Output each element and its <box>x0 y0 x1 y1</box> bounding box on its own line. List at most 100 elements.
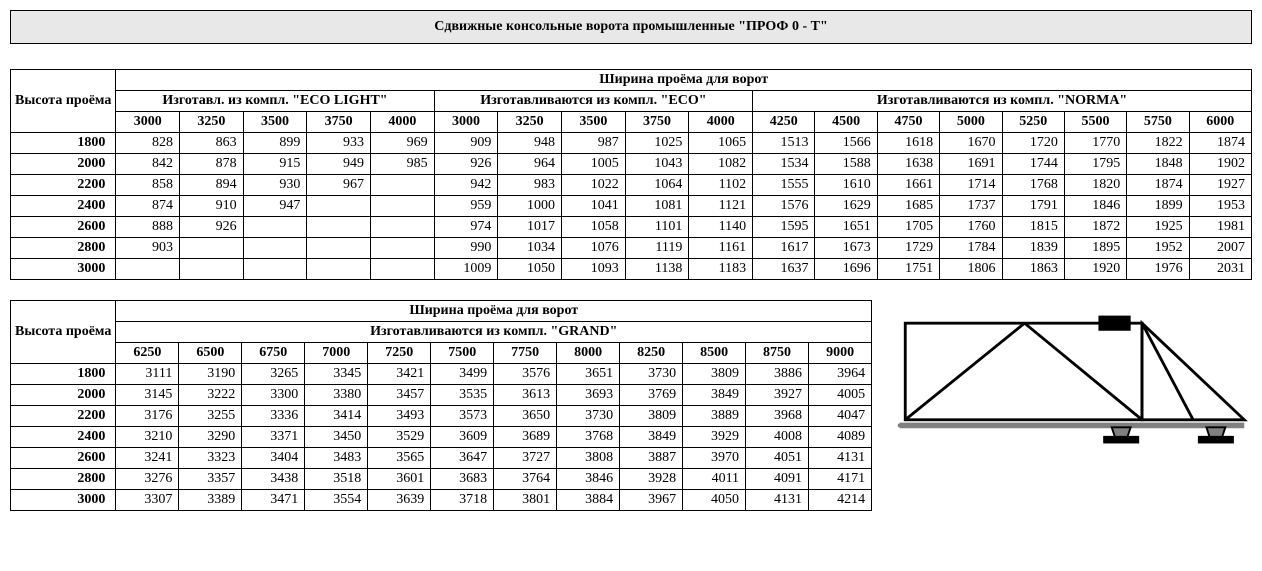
price-cell: 3683 <box>431 469 494 490</box>
price-cell: 1874 <box>1127 175 1189 196</box>
price-cell: 1121 <box>689 196 753 217</box>
widths-row: 6250650067507000725075007750800082508500… <box>11 343 872 364</box>
price-cell: 1953 <box>1189 196 1251 217</box>
price-cell: 1101 <box>625 217 689 238</box>
price-cell: 3529 <box>368 427 431 448</box>
price-cell: 3414 <box>305 406 368 427</box>
price-cell: 1617 <box>753 238 815 259</box>
price-cell: 1065 <box>689 133 753 154</box>
price-cell: 4051 <box>746 448 809 469</box>
height-value: 2200 <box>11 175 116 196</box>
price-cell: 3457 <box>368 385 431 406</box>
price-cell: 1872 <box>1064 217 1126 238</box>
price-cell: 899 <box>243 133 307 154</box>
price-cell: 987 <box>562 133 626 154</box>
price-cell: 3967 <box>620 490 683 511</box>
price-cell: 1610 <box>815 175 877 196</box>
width-col: 8000 <box>557 343 620 364</box>
price-cell: 3389 <box>179 490 242 511</box>
price-cell: 1815 <box>1002 217 1064 238</box>
price-cell: 2031 <box>1189 259 1251 280</box>
price-cell: 1093 <box>562 259 626 280</box>
price-cell: 1685 <box>877 196 939 217</box>
width-col: 3500 <box>562 112 626 133</box>
price-cell: 3808 <box>557 448 620 469</box>
price-cell: 4005 <box>809 385 872 406</box>
height-value: 1800 <box>11 364 116 385</box>
price-cell: 4008 <box>746 427 809 448</box>
price-cell: 1637 <box>753 259 815 280</box>
height-value: 2200 <box>11 406 116 427</box>
price-cell: 1064 <box>625 175 689 196</box>
price-cell: 3849 <box>620 427 683 448</box>
price-cell: 1009 <box>434 259 498 280</box>
price-cell: 3689 <box>494 427 557 448</box>
price-cell: 3768 <box>557 427 620 448</box>
price-cell: 3693 <box>557 385 620 406</box>
price-cell: 3518 <box>305 469 368 490</box>
gate-diagram <box>892 300 1252 460</box>
width-col: 3500 <box>243 112 307 133</box>
group-label: Изготавл. из компл. "ECO LIGHT" <box>116 91 434 112</box>
table-row: 1800311131903265334534213499357636513730… <box>11 364 872 385</box>
widths-row: 3000325035003750400030003250350037504000… <box>11 112 1252 133</box>
price-cell: 1720 <box>1002 133 1064 154</box>
price-cell: 947 <box>243 196 307 217</box>
price-cell <box>370 175 434 196</box>
width-col: 5500 <box>1064 112 1126 133</box>
height-value: 2800 <box>11 238 116 259</box>
header-row-1: Высота проёма Ширина проёма для ворот <box>11 301 872 322</box>
price-cell <box>307 217 371 238</box>
price-cell: 3727 <box>494 448 557 469</box>
price-cell: 1927 <box>1189 175 1251 196</box>
price-cell: 1874 <box>1189 133 1251 154</box>
price-cell: 3609 <box>431 427 494 448</box>
price-cell: 926 <box>434 154 498 175</box>
height-value: 2800 <box>11 469 116 490</box>
price-cell: 933 <box>307 133 371 154</box>
group-label: Изготавливаются из компл. "ECO" <box>434 91 752 112</box>
price-cell: 930 <box>243 175 307 196</box>
price-cell: 910 <box>180 196 244 217</box>
price-cell: 1076 <box>562 238 626 259</box>
price-cell <box>180 238 244 259</box>
price-cell: 842 <box>116 154 180 175</box>
price-cell: 1138 <box>625 259 689 280</box>
price-cell: 1041 <box>562 196 626 217</box>
height-value: 1800 <box>11 133 116 154</box>
price-cell: 1082 <box>689 154 753 175</box>
price-cell: 4047 <box>809 406 872 427</box>
width-col: 4000 <box>689 112 753 133</box>
price-cell: 3471 <box>242 490 305 511</box>
price-cell: 1081 <box>625 196 689 217</box>
price-cell: 863 <box>180 133 244 154</box>
price-cell: 909 <box>434 133 498 154</box>
table-row: 3000330733893471355436393718380138843967… <box>11 490 872 511</box>
price-cell <box>370 196 434 217</box>
price-cell: 3265 <box>242 364 305 385</box>
price-cell: 1760 <box>940 217 1002 238</box>
height-value: 3000 <box>11 490 116 511</box>
width-col: 8250 <box>620 343 683 364</box>
price-cell: 3809 <box>683 364 746 385</box>
price-cell: 3323 <box>179 448 242 469</box>
page-title: Сдвижные консольные ворота промышленные … <box>10 10 1252 44</box>
width-col: 3000 <box>434 112 498 133</box>
price-cell: 915 <box>243 154 307 175</box>
price-cell: 1848 <box>1127 154 1189 175</box>
price-cell: 3499 <box>431 364 494 385</box>
price-cell: 1920 <box>1064 259 1126 280</box>
price-cell: 858 <box>116 175 180 196</box>
price-cell: 3576 <box>494 364 557 385</box>
price-cell: 3968 <box>746 406 809 427</box>
price-cell: 3573 <box>431 406 494 427</box>
height-value: 2000 <box>11 154 116 175</box>
price-cell: 3801 <box>494 490 557 511</box>
price-cell: 1981 <box>1189 217 1251 238</box>
height-header: Высота проёма <box>11 70 116 133</box>
price-cell: 3565 <box>368 448 431 469</box>
price-cell: 3371 <box>242 427 305 448</box>
price-cell: 1161 <box>689 238 753 259</box>
price-cell <box>370 238 434 259</box>
table-row: 2600324133233404348335653647372738083887… <box>11 448 872 469</box>
